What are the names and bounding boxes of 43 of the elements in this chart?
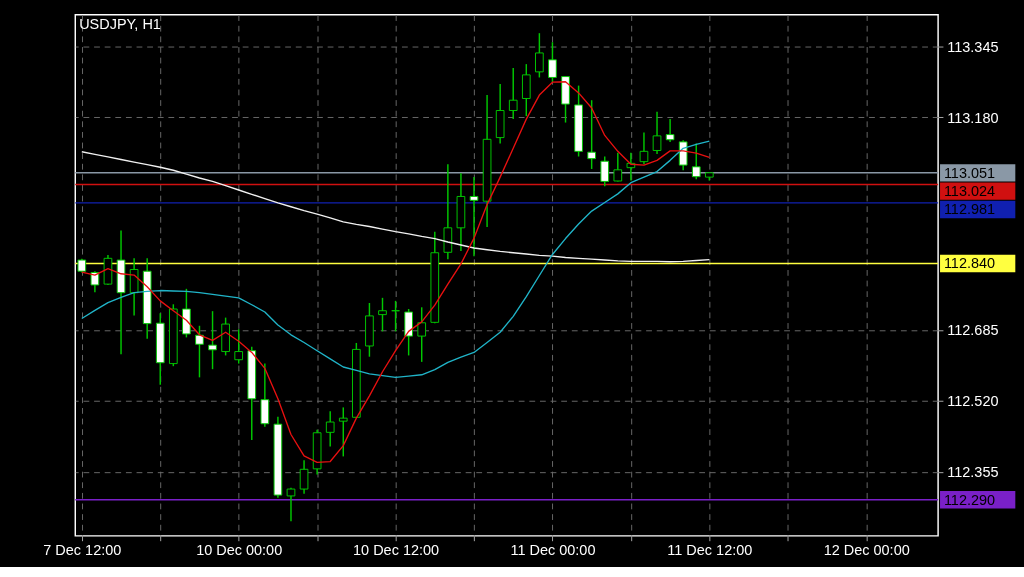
- line-series: [81, 151, 711, 263]
- x-tick-label: 11 Dec 12:00: [667, 541, 753, 558]
- candlestick: [325, 410, 335, 448]
- x-tick-label: 12 Dec 00:00: [823, 541, 910, 558]
- candlestick: [338, 406, 348, 458]
- candlestick: [691, 142, 701, 180]
- candlestick: [613, 151, 623, 183]
- candlestick: [90, 270, 100, 293]
- x-tick-label: 10 Dec 12:00: [353, 541, 440, 558]
- candlestick: [652, 111, 662, 155]
- x-tick-label: 7 Dec 12:00: [43, 541, 122, 558]
- candlestick: [600, 155, 610, 187]
- candlestick: [234, 328, 244, 365]
- ref-line-label: 112.290: [943, 491, 996, 508]
- y-tick-label: 112.685: [947, 322, 999, 339]
- ref-line-label: 112.840: [943, 255, 996, 272]
- x-tick-label: 10 Dec 00:00: [196, 541, 283, 558]
- y-tick-label: 112.520: [947, 393, 999, 410]
- line-series: [81, 140, 711, 379]
- candlestick: [639, 131, 649, 165]
- candlestick: [508, 67, 518, 120]
- candlestick: [535, 32, 544, 79]
- candlestick: [665, 118, 675, 143]
- candlestick: [286, 487, 296, 522]
- candlestick: [469, 176, 479, 257]
- candlestick: [548, 41, 557, 83]
- candlestick: [195, 325, 204, 379]
- ref-line-label: 113.051: [943, 164, 996, 181]
- candlestick: [208, 310, 217, 370]
- line-series: [81, 81, 711, 464]
- candlestick: [378, 297, 387, 333]
- candlestick: [417, 306, 427, 363]
- y-tick-label: 113.180: [947, 109, 999, 126]
- y-tick-label: 112.355: [947, 464, 999, 481]
- y-tick-label: 113.345: [947, 38, 999, 55]
- ref-line-label: 112.981: [943, 201, 996, 218]
- candlestick: [299, 459, 309, 495]
- candlestick: [521, 63, 531, 117]
- candlestick: [587, 99, 597, 170]
- x-tick-label: 11 Dec 00:00: [510, 541, 596, 558]
- chart-title: USDJPY, H1: [79, 16, 161, 33]
- ref-line-label: 113.024: [943, 182, 996, 199]
- candlestick: [129, 257, 139, 317]
